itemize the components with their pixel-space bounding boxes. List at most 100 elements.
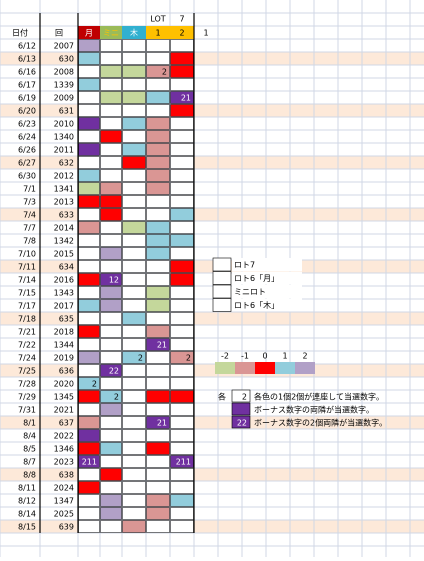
cell (146, 39, 170, 52)
date: 6/20 (18, 107, 36, 116)
cell (78, 507, 100, 520)
draw-no: 634 (59, 263, 74, 272)
cell (122, 65, 146, 78)
date: 7/22 (18, 341, 36, 350)
cell (146, 221, 170, 234)
cell (78, 338, 100, 351)
date: 6/23 (18, 120, 36, 129)
legend-bg (232, 271, 302, 285)
scale-label: -2 (221, 352, 229, 361)
scale-label: -1 (241, 352, 249, 361)
draw-no: 1347 (54, 497, 74, 506)
cell (78, 468, 100, 481)
cell (78, 221, 100, 234)
draw-no: 2009 (54, 94, 74, 103)
date: 6/30 (18, 172, 36, 181)
cell-text: 2 (138, 354, 143, 363)
draw-no: 2022 (54, 432, 74, 441)
cell (122, 273, 146, 286)
date: 6/27 (18, 159, 36, 168)
cell-text: 21 (157, 341, 167, 350)
cell-text: 211 (176, 458, 191, 467)
cell (122, 52, 146, 65)
date: 8/5 (23, 445, 36, 454)
note-text: 各色の1個2個が連座して当選数字。 (254, 392, 384, 402)
cell (122, 39, 146, 52)
scale-swatch (215, 362, 235, 374)
cell (170, 416, 194, 429)
note-box (231, 402, 251, 416)
date: 7/3 (23, 198, 36, 207)
draw-no: 1344 (54, 341, 74, 350)
cell (170, 208, 194, 221)
cell-text: 21 (157, 419, 167, 428)
cell (170, 390, 194, 403)
cell (100, 286, 122, 299)
date: 7/14 (18, 276, 36, 285)
date: 8/12 (18, 497, 36, 506)
cell (100, 364, 122, 377)
cell (122, 429, 146, 442)
cell (78, 169, 100, 182)
header-cell (170, 26, 194, 39)
draw-no: 2016 (54, 276, 74, 285)
draw-no: 636 (59, 367, 74, 376)
cell (78, 429, 100, 442)
cell (146, 78, 170, 91)
legend-box (212, 271, 232, 285)
cell (100, 104, 122, 117)
cell (78, 65, 100, 78)
cell (100, 208, 122, 221)
cell (146, 312, 170, 325)
cell-text: 211 (82, 458, 97, 467)
cell (146, 234, 170, 247)
cell-text: 2 (114, 393, 119, 402)
cell (122, 208, 146, 221)
cell (78, 104, 100, 117)
cell (170, 260, 194, 273)
cell-text: 21 (181, 94, 191, 103)
cell (122, 520, 146, 533)
cell (146, 299, 170, 312)
draw-no: 2020 (54, 380, 74, 389)
cell (170, 156, 194, 169)
cell (122, 182, 146, 195)
cell (122, 455, 146, 468)
cell (100, 494, 122, 507)
cell (78, 481, 100, 494)
draw-no: 2010 (54, 120, 74, 129)
cell (78, 351, 100, 364)
cell (122, 143, 146, 156)
cell (100, 143, 122, 156)
cell (100, 455, 122, 468)
date: 8/14 (18, 510, 36, 519)
cell (122, 481, 146, 494)
cell (170, 117, 194, 130)
legend-box (212, 257, 232, 272)
cell (146, 377, 170, 390)
cell (100, 390, 122, 403)
cell (122, 351, 146, 364)
cell (100, 403, 122, 416)
cell-text: 12 (109, 276, 119, 285)
draw-no: 2017 (54, 302, 74, 311)
cell (146, 286, 170, 299)
draw-no: 1339 (54, 81, 74, 90)
draw-no: 630 (59, 55, 74, 64)
cell (146, 468, 170, 481)
legend-label: ロト6「木」 (234, 300, 279, 310)
date: 8/4 (23, 432, 36, 441)
cell (170, 481, 194, 494)
cell (100, 234, 122, 247)
scale-swatch (275, 362, 295, 374)
date: 7/11 (18, 263, 36, 272)
date: 6/16 (18, 68, 36, 77)
legend-label: ロト7 (234, 261, 255, 270)
scale-label: 1 (282, 352, 287, 361)
cell (146, 455, 170, 468)
draw-no: 639 (59, 523, 74, 532)
date: 6/13 (18, 55, 36, 64)
draw-no: 1343 (54, 289, 74, 298)
cell (170, 325, 194, 338)
